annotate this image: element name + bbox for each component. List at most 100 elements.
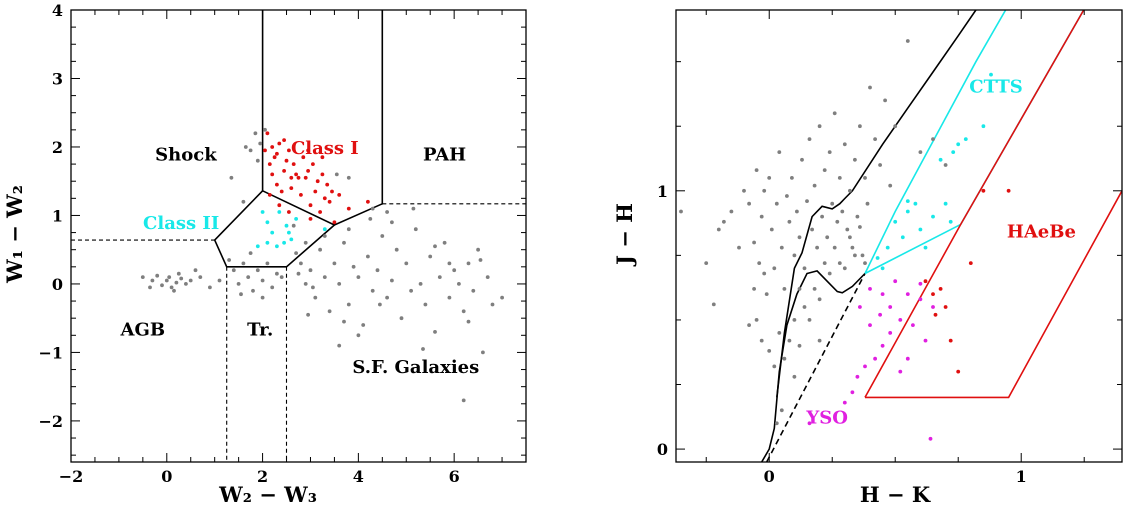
- panel-right-nir-diagram: 0 1 0 1 CTTS HAeBe YSO H − K J − H: [612, 9, 1123, 507]
- scatter-point: [774, 201, 779, 206]
- scatter-point: [270, 172, 275, 177]
- scatter-point: [320, 155, 325, 160]
- scatter-point: [868, 323, 872, 327]
- scatter-point: [1006, 188, 1011, 193]
- scatter-point: [437, 275, 442, 279]
- scatter-point: [279, 189, 284, 194]
- scatter-point: [198, 275, 203, 279]
- scatter-point: [704, 261, 709, 265]
- scatter-point: [855, 374, 860, 379]
- scatter-point: [863, 261, 867, 265]
- scatter-point: [327, 199, 332, 204]
- scatter-point: [296, 271, 301, 276]
- scatter-point: [800, 157, 804, 162]
- scatter-point: [258, 141, 263, 146]
- scatter-point: [318, 210, 322, 214]
- scatter-point: [873, 137, 877, 142]
- scatter-point: [981, 188, 986, 193]
- y-tick-label: 0: [52, 275, 63, 294]
- scatter-point: [308, 203, 313, 208]
- scatter-point: [858, 305, 862, 309]
- scatter-point: [918, 150, 923, 155]
- scatter-point: [772, 364, 777, 369]
- scatter-point: [150, 278, 155, 283]
- scatter-point: [378, 302, 382, 307]
- locus-line: [865, 190, 1122, 399]
- scatter-point: [303, 282, 308, 286]
- scatter-point: [193, 268, 198, 273]
- scatter-point: [241, 199, 246, 204]
- region-label: Class I: [291, 138, 359, 159]
- scatter-point: [452, 268, 457, 273]
- scatter-point: [481, 350, 485, 355]
- scatter-point: [840, 209, 845, 214]
- x-tick-label: 0: [764, 467, 775, 486]
- scatter-point: [231, 268, 236, 273]
- scatter-point: [752, 240, 756, 245]
- scatter-point: [913, 201, 918, 206]
- scatter-point: [334, 172, 339, 177]
- scatter-point: [754, 318, 759, 322]
- scatter-point: [747, 201, 751, 206]
- reddening-vector-dashed: [765, 273, 866, 462]
- scatter-point: [898, 369, 903, 374]
- scatter-point: [284, 223, 289, 228]
- scatter-point: [762, 188, 767, 193]
- region-label: AGB: [120, 319, 166, 340]
- scatter-point: [255, 268, 260, 273]
- scatter-point: [835, 219, 840, 224]
- scatter-point: [306, 148, 310, 153]
- scatter-point: [865, 201, 870, 206]
- scatter-point: [337, 282, 342, 286]
- scatter-point: [169, 285, 174, 290]
- plot-frame: [70, 9, 527, 463]
- scatter-point: [905, 356, 910, 361]
- scatter-point: [792, 318, 797, 322]
- scatter-point: [270, 230, 275, 235]
- scatter-point: [822, 168, 827, 173]
- scatter-point: [322, 227, 327, 232]
- scatter-point: [229, 175, 234, 180]
- scatter-point: [236, 282, 241, 286]
- scatter-point: [315, 179, 320, 184]
- x-tick-label: −2: [59, 467, 84, 486]
- scatter-point: [923, 338, 928, 343]
- scatter-point: [282, 240, 286, 245]
- scatter-point: [885, 245, 890, 250]
- scatter-point: [905, 292, 910, 296]
- scatter-point: [905, 39, 910, 43]
- scatter-point: [291, 162, 296, 167]
- scatter-point: [795, 209, 799, 214]
- scatter-point: [167, 275, 172, 279]
- scatter-point: [797, 235, 802, 240]
- scatter-point: [277, 210, 282, 214]
- scatter-point: [842, 400, 847, 405]
- scatter-point: [911, 323, 915, 327]
- scatter-point: [263, 148, 267, 153]
- scatter-point: [754, 168, 759, 173]
- scatter-point: [442, 240, 447, 245]
- scatter-point: [313, 189, 318, 194]
- scatter-point: [817, 297, 822, 302]
- scatter-point: [140, 275, 145, 279]
- scatter-point: [490, 302, 495, 307]
- scatter-point: [433, 244, 437, 249]
- scatter-point: [918, 281, 923, 286]
- scatter-point: [277, 203, 282, 208]
- scatter-point: [716, 227, 721, 232]
- scatter-point: [860, 253, 865, 258]
- scatter-point: [346, 227, 351, 232]
- scatter-point: [747, 323, 751, 327]
- scatter-point: [850, 245, 855, 250]
- scatter-point: [928, 436, 933, 441]
- scatter-point: [812, 287, 817, 291]
- scatter-point: [313, 295, 318, 300]
- scatter-point: [311, 162, 315, 167]
- scatter-point: [299, 261, 303, 266]
- scatter-point: [385, 295, 389, 300]
- scatter-point: [810, 227, 814, 232]
- scatter-point: [172, 288, 176, 293]
- scatter-point: [303, 175, 308, 180]
- region-label: PAH: [423, 145, 466, 166]
